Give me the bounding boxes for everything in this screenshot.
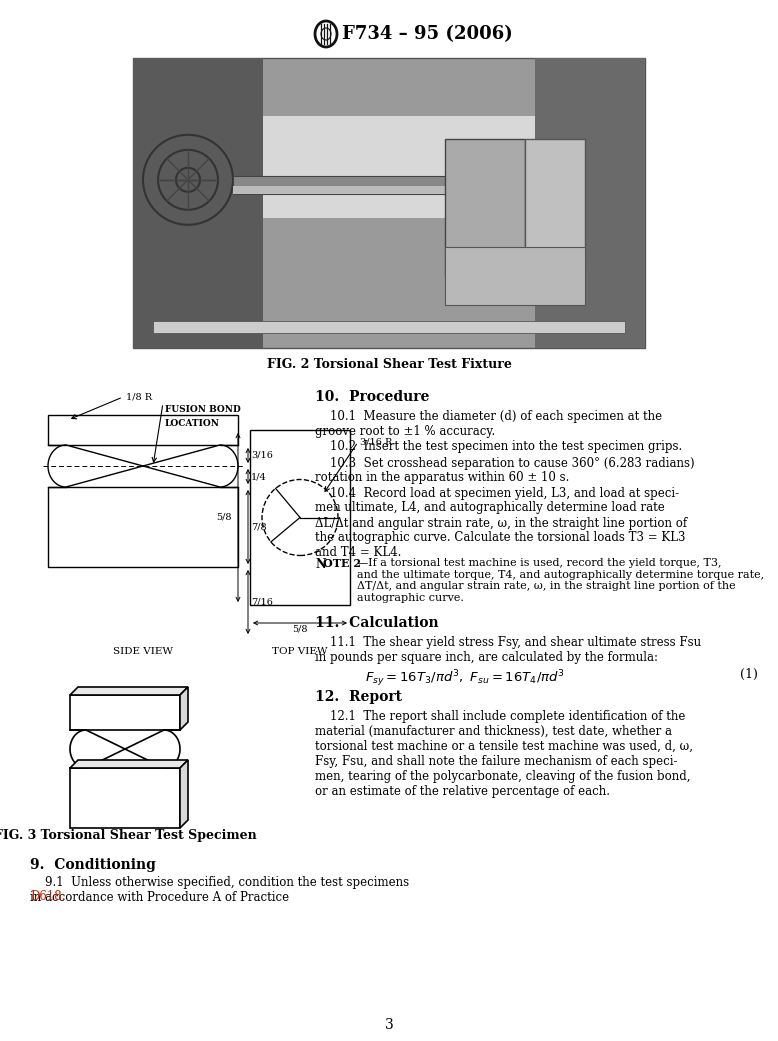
Bar [250, 430, 350, 605]
Text: TOP VIEW: TOP VIEW [272, 648, 328, 657]
Text: 7/8: 7/8 [251, 523, 267, 532]
Polygon shape [48, 445, 238, 487]
Text: N: N [315, 558, 326, 572]
Text: 12.1  The report shall include complete identification of the
material (manufact: 12.1 The report shall include complete i… [315, 710, 693, 798]
Text: 1/4: 1/4 [251, 472, 267, 481]
Text: FIG. 3 Torsional Shear Test Specimen: FIG. 3 Torsional Shear Test Specimen [0, 829, 257, 841]
Text: 1/8 R: 1/8 R [126, 392, 152, 402]
Text: LOCATION: LOCATION [165, 418, 220, 428]
Text: 11.  Calculation: 11. Calculation [315, 616, 439, 630]
Text: 7/16: 7/16 [251, 598, 273, 607]
Bar [48, 487, 238, 567]
Text: —If a torsional test machine is used, record the yield torque, T3,
and the ultim: —If a torsional test machine is used, re… [357, 558, 764, 603]
Text: 3/16 R: 3/16 R [360, 437, 392, 447]
Text: 5/8: 5/8 [216, 513, 232, 522]
Bar [133, 58, 645, 348]
Bar [233, 176, 485, 195]
Text: FIG. 2 Torsional Shear Test Fixture: FIG. 2 Torsional Shear Test Fixture [267, 358, 511, 372]
Polygon shape [70, 730, 180, 768]
Text: F734 – 95 (2006): F734 – 95 (2006) [342, 25, 513, 43]
Polygon shape [180, 760, 188, 828]
Text: $F_{sy} = 16T_3/\pi d^3,\ F_{su} = 16T_4/\pi d^3$: $F_{sy} = 16T_3/\pi d^3,\ F_{su} = 16T_4… [365, 668, 565, 688]
Bar [445, 139, 525, 276]
Text: 9.  Conditioning: 9. Conditioning [30, 858, 156, 872]
Text: 5/8: 5/8 [293, 625, 308, 634]
Bar [70, 695, 180, 730]
Bar [445, 247, 585, 305]
Bar [525, 139, 585, 266]
Text: 10.3  Set crosshead separation to cause 360° (6.283 radians)
rotation in the app: 10.3 Set crosshead separation to cause 3… [315, 457, 695, 484]
Bar [153, 321, 625, 333]
Text: FUSION BOND: FUSION BOND [165, 406, 240, 414]
Bar [535, 58, 645, 348]
Text: 10.  Procedure: 10. Procedure [315, 390, 429, 404]
Text: 10.1  Measure the diameter (d) of each specimen at the
groove root to ±1 % accur: 10.1 Measure the diameter (d) of each sp… [315, 410, 662, 438]
Text: 3: 3 [384, 1018, 394, 1032]
Bar [133, 58, 263, 348]
Polygon shape [180, 687, 188, 730]
Text: D618.: D618. [30, 890, 65, 903]
Text: 3/16: 3/16 [251, 451, 273, 460]
Bar [70, 768, 180, 828]
Polygon shape [70, 760, 188, 768]
Bar [233, 186, 485, 195]
Text: SIDE VIEW: SIDE VIEW [113, 648, 173, 657]
Polygon shape [70, 687, 188, 695]
Text: (1): (1) [740, 668, 758, 681]
Text: 9.1  Unless otherwise specified, condition the test specimens
in accordance with: 9.1 Unless otherwise specified, conditio… [30, 875, 409, 904]
Text: 10.2  Insert the test specimen into the test specimen grips.: 10.2 Insert the test specimen into the t… [315, 440, 682, 453]
Text: 12.  Report: 12. Report [315, 690, 402, 704]
Bar [193, 116, 585, 218]
Text: 10.4  Record load at specimen yield, L3, and load at speci-
men ultimate, L4, an: 10.4 Record load at specimen yield, L3, … [315, 486, 687, 559]
Text: 11.1  The shear yield stress Fsy, and shear ultimate stress Fsu
in pounds per sq: 11.1 The shear yield stress Fsy, and she… [315, 636, 701, 664]
Bar [48, 415, 238, 445]
Text: OTE 2: OTE 2 [323, 558, 361, 569]
